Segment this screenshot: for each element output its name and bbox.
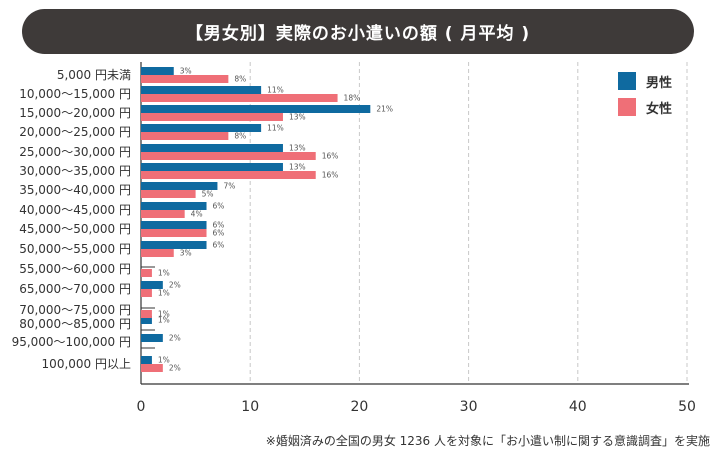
category-label: 50,000〜55,000 円 <box>19 242 131 256</box>
category-label: 15,000〜20,000 円 <box>19 106 131 120</box>
data-label: 13% <box>289 144 306 153</box>
bar-female <box>141 210 185 218</box>
data-label: 13% <box>289 113 306 122</box>
data-label: 2% <box>169 364 181 373</box>
data-label: 13% <box>289 163 306 172</box>
category-label: 65,000〜70,000 円 <box>19 282 131 296</box>
x-tick-label: 30 <box>460 399 478 415</box>
bar-male <box>141 67 174 75</box>
bar-male <box>141 221 207 229</box>
bar-female <box>141 113 283 121</box>
data-label: 6% <box>213 221 225 230</box>
category-label: 20,000〜25,000 円 <box>19 125 131 139</box>
x-tick-label: 0 <box>137 399 146 415</box>
bar-male <box>141 202 207 210</box>
category-label: 70,000〜75,000 円 <box>19 303 131 317</box>
legend-item-male: 男性 <box>618 70 672 92</box>
data-label: 8% <box>234 132 246 141</box>
category-label: 25,000〜30,000 円 <box>19 145 131 159</box>
data-label: 11% <box>267 124 284 133</box>
data-label: 1% <box>158 316 170 325</box>
legend: 男性 女性 <box>618 70 672 122</box>
data-label: 6% <box>213 202 225 211</box>
legend-label-female: 女性 <box>646 101 673 117</box>
bar-male <box>141 144 283 152</box>
data-label: 1% <box>158 310 170 319</box>
category-label: 45,000〜50,000 円 <box>19 222 131 236</box>
bar-male <box>141 356 152 364</box>
bar-male <box>141 105 371 113</box>
data-label: 16% <box>322 171 339 180</box>
x-tick-label: 10 <box>241 399 259 415</box>
bar-female <box>141 310 152 318</box>
category-label: 10,000〜15,000 円 <box>19 87 131 101</box>
data-label: 5% <box>202 190 214 199</box>
legend-item-female: 女性 <box>618 96 672 118</box>
data-label: 8% <box>234 75 246 84</box>
bar-male <box>141 182 218 190</box>
bar-male <box>141 281 163 289</box>
bar-female <box>141 132 229 140</box>
category-label: 80,000〜85,000 円 <box>19 317 131 331</box>
footnote: ※婚姻済みの全国の男女 1236 人を対象に「お小遣い制に関する意識調査」を実施 <box>265 434 710 448</box>
data-label: 3% <box>180 249 192 258</box>
bar-male <box>141 316 152 324</box>
legend-swatch-female <box>618 98 636 116</box>
category-label: 35,000〜40,000 円 <box>19 183 131 197</box>
x-tick-label: 20 <box>350 399 368 415</box>
data-label: 1% <box>158 356 170 365</box>
bar-female <box>141 75 229 83</box>
bar-female <box>141 249 174 257</box>
bar-female <box>141 171 316 179</box>
bar-female <box>141 94 338 102</box>
data-label: 18% <box>344 94 361 103</box>
legend-swatch-male <box>618 72 636 90</box>
category-label: 5,000 円未満 <box>57 68 131 82</box>
data-label: 2% <box>169 334 181 343</box>
category-label: 100,000 円以上 <box>42 357 131 371</box>
category-label: 40,000〜45,000 円 <box>19 203 131 217</box>
bar-female <box>141 289 152 297</box>
category-label: 30,000〜35,000 円 <box>19 164 131 178</box>
data-label: 1% <box>158 269 170 278</box>
data-label: 3% <box>180 67 192 76</box>
data-label: 4% <box>191 210 203 219</box>
bar-male <box>141 124 262 132</box>
bar-male <box>141 163 283 171</box>
legend-label-male: 男性 <box>646 75 673 91</box>
x-tick-label: 40 <box>569 399 587 415</box>
data-label: 16% <box>322 152 339 161</box>
data-label: 6% <box>213 241 225 250</box>
data-label: 1% <box>158 289 170 298</box>
bar-female <box>141 269 152 277</box>
data-label: 2% <box>169 281 181 290</box>
category-label: 55,000〜60,000 円 <box>19 262 131 276</box>
data-label: 7% <box>223 182 235 191</box>
bar-male <box>141 241 207 249</box>
chart-title: 【男女別】実際のお小遣いの額 ( 月平均 ) <box>22 9 694 54</box>
bar-female <box>141 152 316 160</box>
data-label: 21% <box>376 105 393 114</box>
bar-female <box>141 190 196 198</box>
bar-female <box>141 364 163 372</box>
data-label: 6% <box>213 229 225 238</box>
x-tick-label: 50 <box>678 399 696 415</box>
bar-male <box>141 334 163 342</box>
category-label: 95,000〜100,000 円 <box>12 335 131 349</box>
data-label: 11% <box>267 86 284 95</box>
bar-male <box>141 86 262 94</box>
bar-female <box>141 229 207 237</box>
